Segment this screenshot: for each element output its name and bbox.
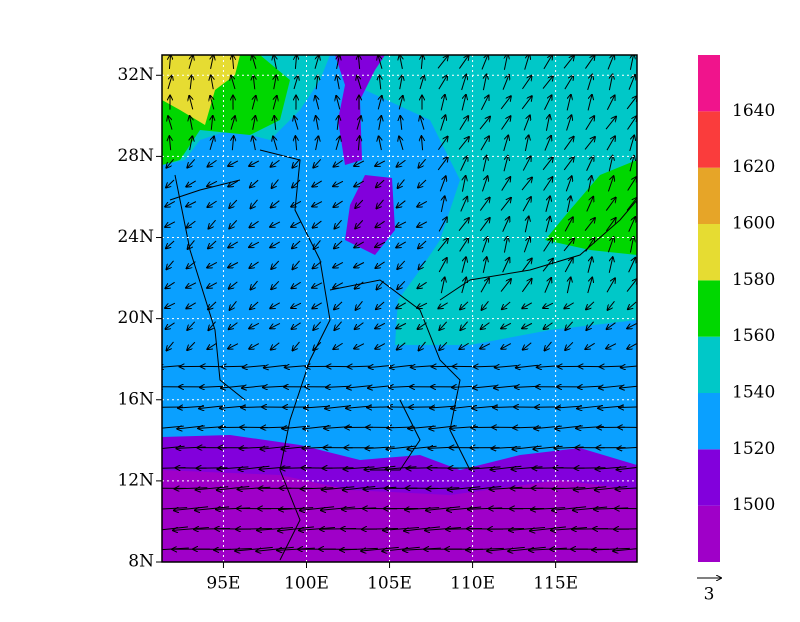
- colorbar-label: 1580: [732, 270, 775, 290]
- lon-tick-label: 100E: [284, 574, 329, 594]
- colorbar-swatch: [698, 337, 720, 393]
- contour-fill: [162, 55, 637, 562]
- wind-arrow: [449, 468, 480, 469]
- lat-tick-label: 8N: [128, 552, 154, 572]
- colorbar-label: 1520: [732, 439, 775, 459]
- wind-arrow: [575, 468, 606, 469]
- wind-arrow: [348, 366, 371, 367]
- wind-arrow: [474, 366, 497, 367]
- lon-tick-label: 110E: [450, 574, 495, 594]
- colorbar-label: 1600: [732, 214, 775, 234]
- colorbar-swatch: [698, 111, 720, 167]
- reference-vector-label: 3: [704, 585, 715, 605]
- wind-arrow: [619, 407, 645, 408]
- lat-tick-label: 24N: [117, 227, 154, 247]
- wind-arrow: [600, 366, 623, 367]
- lon-tick-label: 95E: [206, 574, 240, 594]
- colorbar-label: 1500: [732, 495, 775, 515]
- colorbar-swatch: [698, 393, 720, 449]
- colorbar-swatch: [698, 449, 720, 505]
- colorbar-swatch: [698, 224, 720, 280]
- colorbar-swatch: [698, 168, 720, 224]
- colorbar-label: 1540: [732, 383, 775, 403]
- lat-tick-label: 20N: [117, 308, 154, 328]
- lat-tick-label: 28N: [117, 146, 154, 166]
- colorbar-label: 1560: [732, 326, 775, 346]
- lat-tick-label: 16N: [117, 389, 154, 409]
- lat-tick-label: 12N: [117, 470, 154, 490]
- colorbar-label: 1640: [732, 101, 775, 121]
- colorbar-swatch: [698, 506, 720, 562]
- lat-tick-label: 32N: [117, 65, 154, 85]
- colorbar-swatch: [698, 280, 720, 336]
- colorbar-swatch: [698, 55, 720, 111]
- lon-tick-label: 115E: [533, 574, 578, 594]
- wind-arrow: [222, 366, 245, 367]
- lon-tick-label: 105E: [367, 574, 412, 594]
- colorbar-label: 1620: [732, 157, 775, 177]
